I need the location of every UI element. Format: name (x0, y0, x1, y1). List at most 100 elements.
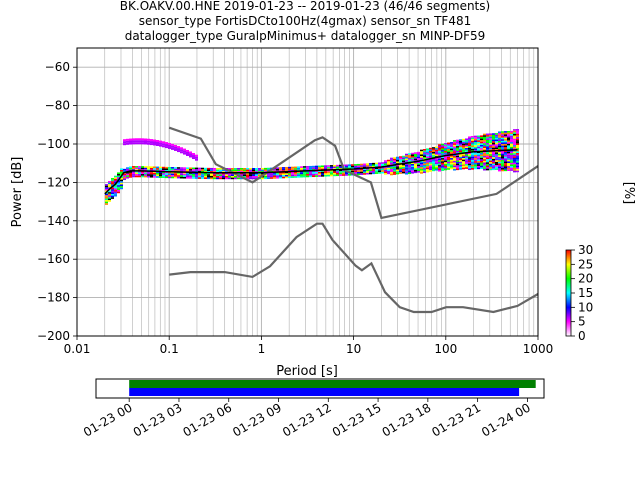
histogram-cell (162, 166, 165, 169)
histogram-cell (189, 177, 192, 179)
histogram-cell (126, 176, 129, 179)
histogram-cell (117, 188, 120, 191)
histogram-cell (444, 157, 447, 160)
histogram-cell (501, 156, 504, 159)
histogram-cell (414, 171, 417, 174)
histogram-cell (480, 140, 483, 142)
histogram-cell (105, 196, 108, 199)
histogram-cell (486, 136, 489, 139)
histogram-cell (180, 175, 183, 177)
histogram-cell (276, 175, 279, 177)
histogram-cell (225, 176, 228, 178)
histogram-cell (474, 154, 477, 157)
histogram-cell (504, 147, 507, 149)
histogram-cell (474, 167, 477, 170)
histogram-cell (138, 167, 141, 170)
histogram-cell (141, 169, 144, 171)
histogram-cell (168, 146, 171, 149)
histogram-cell (492, 155, 495, 158)
histogram-cell (177, 176, 180, 179)
histogram-cell (192, 157, 195, 160)
histogram-cell (195, 174, 198, 176)
histogram-cell (432, 153, 435, 156)
histogram-cell (192, 177, 195, 179)
histogram-cell (408, 164, 411, 167)
histogram-cell (177, 170, 180, 173)
histogram-cell (108, 198, 111, 201)
histogram-cell (450, 145, 453, 147)
histogram-cell (507, 142, 510, 144)
histogram-cell (216, 169, 219, 172)
noise-models (168, 126, 539, 314)
histogram-cell (507, 150, 510, 152)
histogram-cell (480, 143, 483, 145)
histogram-cell (153, 139, 156, 142)
histogram-cell (513, 162, 516, 165)
histogram-cell (429, 162, 432, 164)
histogram-cell (489, 165, 492, 168)
histogram-cell (318, 170, 321, 172)
histogram-cell (267, 172, 270, 175)
histogram-cell (171, 143, 174, 146)
histogram-cell (423, 153, 426, 156)
histogram-cell (174, 168, 177, 171)
histogram-cell (492, 138, 495, 140)
histogram-cell (495, 157, 498, 159)
histogram-cell (228, 174, 231, 176)
histogram-cell (441, 148, 444, 151)
histogram-cell (117, 172, 120, 175)
histogram-cell (372, 164, 375, 167)
histogram-cell (246, 174, 249, 176)
histogram-cell (471, 158, 474, 161)
histogram-cell (378, 168, 381, 171)
histogram-cell (513, 146, 516, 149)
histogram-cell (195, 156, 198, 159)
histogram-cell (333, 164, 336, 167)
histogram-cell (399, 156, 402, 158)
histogram-cell (330, 169, 333, 172)
histogram-cell (501, 148, 504, 151)
histogram-cell (165, 170, 168, 172)
histogram-cell (495, 166, 498, 169)
histogram-cell (198, 170, 201, 173)
histogram-cell (471, 164, 474, 167)
histogram-cell (387, 166, 390, 168)
histogram-cell (117, 186, 120, 189)
histogram-cell (114, 188, 117, 191)
histogram-cell (450, 142, 453, 144)
histogram-cell (297, 168, 300, 170)
histogram-cell (234, 168, 237, 170)
histogram-cell (447, 158, 450, 161)
histogram-cell (174, 167, 177, 169)
histogram-cell (126, 142, 129, 145)
histogram-cell (450, 158, 453, 160)
histogram-cell (501, 140, 504, 143)
histogram-cell (105, 203, 108, 205)
histogram-cell (444, 146, 447, 148)
histogram-cell (444, 147, 447, 150)
histogram-cell (255, 169, 258, 172)
histogram-cell (177, 168, 180, 171)
histogram-cell (297, 166, 300, 169)
histogram-cell (189, 169, 192, 171)
histogram-cell (270, 175, 273, 178)
histogram-cell (486, 138, 489, 140)
histogram-cell (159, 142, 162, 145)
histogram-cell (246, 169, 249, 172)
histogram-cell (459, 148, 462, 151)
histogram-cell (516, 169, 519, 171)
histogram-cell (495, 168, 498, 170)
histogram-cell (360, 170, 363, 172)
histogram-cell (513, 137, 516, 139)
histogram-cell (498, 169, 501, 172)
histogram-cell (228, 177, 231, 180)
histogram-cell (387, 161, 390, 163)
histogram-cell (438, 160, 441, 162)
histogram-cell (456, 150, 459, 153)
histogram-cell (306, 169, 309, 171)
histogram-cell (390, 170, 393, 173)
histogram-cell (435, 152, 438, 155)
histogram-cell (414, 158, 417, 161)
histogram-cell (444, 163, 447, 166)
